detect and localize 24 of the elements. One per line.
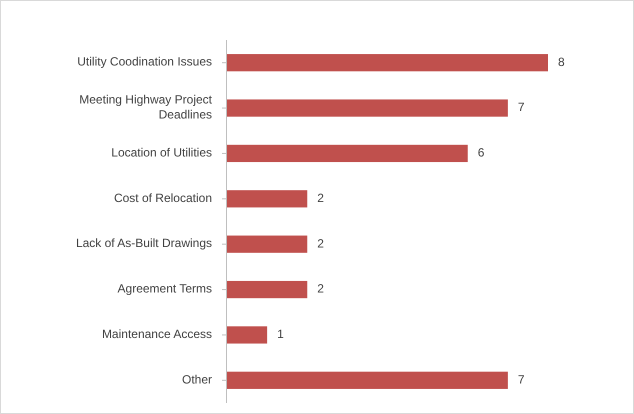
bar <box>227 144 468 162</box>
data-label: 2 <box>317 282 324 296</box>
bar <box>227 280 308 298</box>
y-tick-label: Cost of Relocation <box>114 190 212 205</box>
bar <box>227 54 548 72</box>
y-tick-label: Location of Utilities <box>111 146 212 160</box>
data-label: 1 <box>277 327 284 342</box>
bar <box>227 99 508 117</box>
bar <box>227 236 308 253</box>
data-label: 7 <box>518 100 525 114</box>
y-tick-label: Other <box>182 372 212 386</box>
y-tick-label: Meeting Highway Project Deadlines <box>79 92 213 122</box>
bar <box>227 190 308 208</box>
data-label: 2 <box>317 190 324 205</box>
bar <box>227 372 508 389</box>
y-tick-label: Utility Coodination Issues <box>77 54 212 69</box>
bar <box>227 326 268 344</box>
y-tick-label: Agreement Terms <box>118 282 212 296</box>
data-label: 7 <box>518 372 525 386</box>
data-label: 2 <box>317 236 324 250</box>
y-tick-label: Maintenance Access <box>102 327 212 342</box>
data-label: 8 <box>558 54 565 69</box>
y-tick-label: Lack of As-Built Drawings <box>76 236 212 250</box>
data-label: 6 <box>478 146 485 160</box>
